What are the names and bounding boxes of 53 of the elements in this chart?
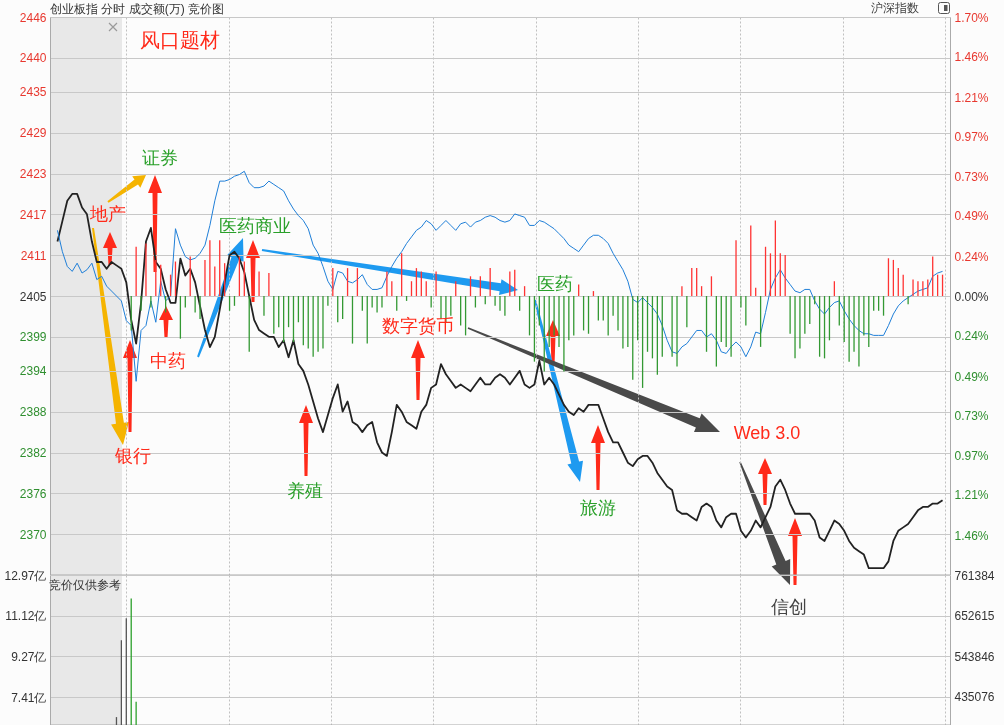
y-tick-label: 2382: [19, 446, 47, 461]
y2-tick-label: 0.73%: [954, 409, 989, 424]
annotation: 医药商业: [219, 216, 291, 236]
y2-tick-label: 652615: [954, 609, 995, 624]
y2-tick-label: 0.97%: [954, 448, 989, 463]
y-tick-label: 2417: [19, 207, 47, 222]
y2-tick-label: 0.49%: [954, 369, 989, 384]
y2-tick-label: 1.70%: [954, 10, 989, 25]
annotation: 竞价仅供参考: [49, 578, 121, 592]
y-tick-label: 2405: [19, 289, 47, 304]
y-tick-label: 2411: [20, 248, 47, 263]
y-tick-label: 7.41亿: [11, 690, 47, 705]
y-tick-label: 12.97亿: [4, 568, 47, 583]
y2-tick-label: 1.21%: [954, 90, 989, 105]
annotation: 旅游: [580, 498, 616, 518]
y2-tick-label: 0.24%: [954, 250, 989, 265]
y-tick-label: 2394: [19, 364, 47, 379]
chart-title: 创业板指 分时 成交额(万) 竞价图: [50, 2, 224, 16]
y2-tick-label: 0.97%: [954, 130, 989, 145]
annotation: 医药: [537, 274, 573, 294]
annotation: 地产: [89, 204, 126, 224]
y2-tick-label: 1.46%: [954, 49, 989, 64]
y2-tick-label: 0.24%: [954, 328, 989, 343]
annotation: 数字货币: [382, 316, 454, 336]
y-tick-label: 2388: [19, 405, 47, 420]
y-tick-label: 9.27亿: [11, 649, 47, 664]
y2-tick-label: 1.21%: [954, 488, 989, 503]
y-tick-label: 2399: [19, 330, 47, 345]
y-tick-label: 11.12亿: [5, 609, 47, 624]
y2-tick-label: 543846: [954, 649, 995, 664]
annotation: 养殖: [287, 481, 323, 501]
y2-tick-label: 0.00%: [954, 289, 989, 304]
annotation: Web 3.0: [733, 423, 801, 443]
y2-tick-label: 1.46%: [954, 529, 989, 544]
y-tick-label: 2423: [19, 167, 47, 182]
y2-tick-label: 435076: [954, 690, 995, 705]
y2-tick-label: 761384: [954, 568, 995, 583]
y2-tick-label: 0.49%: [954, 209, 989, 224]
annotation: 风口题材: [140, 29, 220, 51]
annotation: 银行: [114, 446, 151, 466]
y-tick-label: 2376: [19, 486, 47, 501]
annotation: 信创: [771, 597, 807, 617]
text: 沪深指数: [871, 1, 919, 15]
line-series: [56, 170, 944, 382]
annotation: 中药: [150, 351, 186, 371]
y-tick-label: 2440: [19, 51, 47, 66]
y-tick-label: 2435: [19, 85, 47, 100]
y-tick-label: 2370: [19, 527, 47, 542]
y2-tick-label: 0.73%: [954, 169, 989, 184]
annotation: 证券: [142, 148, 178, 168]
y-tick-label: 2446: [19, 10, 47, 25]
line-series: [56, 193, 944, 570]
y-tick-label: 2429: [19, 126, 47, 141]
